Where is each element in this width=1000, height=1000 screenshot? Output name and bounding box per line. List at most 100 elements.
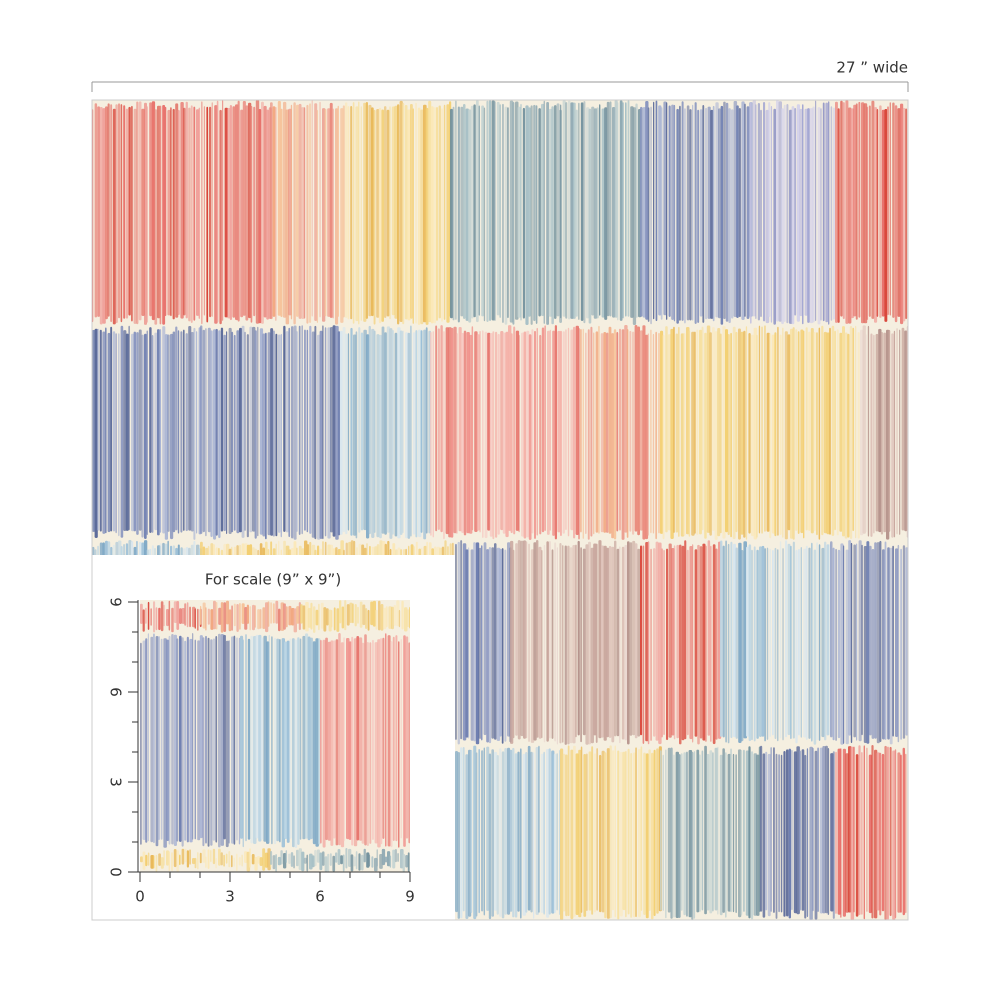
- stroke: [332, 855, 336, 872]
- stroke: [115, 104, 118, 324]
- stroke: [190, 105, 193, 324]
- stroke: [332, 325, 336, 537]
- width-label: 27 ” wide: [836, 59, 908, 77]
- stroke: [867, 325, 870, 537]
- stroke: [409, 606, 410, 629]
- stroke: [465, 754, 469, 919]
- stroke: [613, 329, 617, 540]
- stroke: [534, 330, 536, 539]
- stroke: [662, 754, 664, 911]
- stroke: [899, 329, 901, 535]
- stroke: [853, 104, 857, 317]
- stroke: [875, 333, 879, 532]
- stroke: [692, 544, 694, 743]
- stroke: [260, 637, 263, 840]
- stroke: [192, 606, 196, 628]
- stroke: [609, 101, 612, 317]
- stroke: [710, 545, 712, 742]
- stroke: [686, 105, 690, 321]
- stroke: [871, 745, 874, 919]
- stroke: [676, 544, 679, 739]
- stroke: [441, 108, 443, 322]
- stroke: [779, 541, 782, 739]
- stroke: [351, 636, 354, 846]
- stroke: [179, 635, 182, 842]
- stroke: [538, 745, 540, 913]
- stroke: [757, 103, 760, 321]
- stroke: [522, 107, 525, 319]
- stroke: [609, 745, 612, 919]
- stroke: [879, 105, 882, 318]
- stroke: [379, 638, 383, 845]
- stroke: [312, 641, 316, 845]
- stroke: [339, 600, 342, 624]
- stroke: [433, 107, 437, 324]
- stroke: [428, 100, 432, 323]
- stroke: [601, 108, 605, 318]
- stroke: [228, 851, 231, 868]
- stroke: [267, 601, 270, 627]
- stroke: [184, 640, 187, 841]
- stroke: [520, 103, 522, 321]
- stroke: [378, 600, 381, 631]
- stroke: [407, 852, 410, 872]
- stroke: [481, 105, 484, 317]
- stroke: [483, 747, 485, 916]
- stroke: [94, 328, 98, 538]
- stroke: [567, 545, 570, 745]
- stroke: [382, 637, 385, 839]
- stroke: [403, 635, 406, 847]
- stroke: [837, 108, 840, 323]
- stroke: [140, 642, 142, 845]
- stroke: [889, 102, 891, 316]
- stroke: [647, 107, 650, 322]
- stroke: [621, 546, 625, 740]
- stroke: [829, 327, 831, 535]
- stroke: [213, 329, 217, 540]
- stroke: [831, 325, 835, 536]
- stroke: [337, 105, 339, 317]
- stroke: [712, 327, 715, 531]
- stroke: [523, 540, 527, 739]
- stroke: [559, 543, 562, 744]
- stroke: [125, 333, 129, 531]
- x-ruler-label: 3: [225, 888, 235, 906]
- stroke: [297, 637, 300, 845]
- stroke: [186, 602, 189, 628]
- stroke: [266, 641, 270, 844]
- stroke: [259, 857, 263, 866]
- stroke: [171, 634, 174, 845]
- stroke: [684, 108, 686, 324]
- stroke: [492, 331, 495, 540]
- stroke: [277, 101, 281, 316]
- stroke: [856, 543, 858, 741]
- stroke: [323, 607, 327, 632]
- stroke: [286, 640, 290, 843]
- stroke: [675, 333, 679, 533]
- stroke: [491, 749, 494, 917]
- stroke: [625, 102, 627, 317]
- stroke: [515, 543, 518, 736]
- stroke: [233, 334, 236, 531]
- stroke: [430, 332, 432, 536]
- stroke: [460, 540, 463, 740]
- stroke: [647, 333, 649, 536]
- stroke: [461, 333, 465, 533]
- stroke: [387, 635, 391, 847]
- stroke: [231, 605, 233, 631]
- stroke: [333, 640, 336, 839]
- stroke: [816, 332, 818, 536]
- stroke: [697, 544, 700, 745]
- stroke: [788, 748, 791, 919]
- stroke: [223, 334, 226, 532]
- stroke: [120, 325, 124, 538]
- stroke: [378, 107, 382, 324]
- stroke: [450, 108, 453, 319]
- stroke: [596, 748, 598, 911]
- stroke: [755, 104, 757, 320]
- stroke: [802, 104, 804, 325]
- stroke: [110, 104, 113, 323]
- stroke: [547, 330, 550, 535]
- stroke: [460, 106, 464, 317]
- stroke: [761, 545, 765, 737]
